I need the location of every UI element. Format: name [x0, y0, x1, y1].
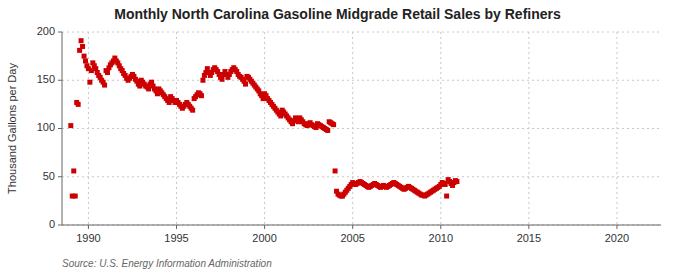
point — [105, 70, 110, 75]
x-grid-line — [440, 32, 441, 225]
x-tick-label: 2015 — [517, 232, 541, 244]
x-tick — [440, 225, 441, 229]
axes: 0 50 100 150 200 1990 1995 2000 2005 2010 2015 2020 — [37, 25, 661, 244]
y-grid-line — [62, 128, 661, 129]
x-axis-line — [62, 225, 661, 226]
x-grid-line — [528, 32, 529, 225]
x-tick-label: 2000 — [252, 232, 276, 244]
x-grid-line — [88, 32, 89, 225]
point — [79, 38, 84, 43]
point — [73, 194, 78, 199]
y-tick — [58, 80, 62, 81]
y-grid-line — [62, 176, 661, 177]
x-tick — [352, 225, 353, 229]
point — [199, 93, 204, 98]
x-tick — [176, 225, 177, 229]
x-tick-label: 2020 — [605, 232, 629, 244]
y-grid-line — [62, 32, 661, 33]
x-grid-line — [352, 32, 353, 225]
point — [220, 77, 225, 82]
y-tick-label: 200 — [37, 25, 55, 37]
y-tick-label: 0 — [49, 218, 55, 230]
point — [82, 54, 87, 59]
grid — [62, 32, 661, 225]
point — [68, 123, 73, 128]
x-grid-line — [176, 32, 177, 225]
x-tick — [528, 225, 529, 229]
point — [83, 58, 88, 63]
point — [333, 168, 338, 173]
x-tick-label: 1990 — [76, 232, 100, 244]
x-tick — [264, 225, 265, 229]
x-tick-label: 1995 — [164, 232, 188, 244]
y-tick-label: 100 — [37, 121, 55, 133]
point — [76, 102, 81, 107]
point — [325, 128, 330, 133]
point — [443, 182, 448, 187]
x-tick — [88, 225, 89, 229]
point — [243, 82, 248, 87]
point — [146, 86, 151, 91]
point — [331, 122, 336, 127]
points — [68, 38, 459, 198]
y-grid-line — [62, 225, 661, 226]
x-tick-label: 2010 — [429, 232, 453, 244]
y-axis-label: Thousand Gallons per Day — [6, 63, 18, 194]
point — [71, 168, 76, 173]
chart: 0 50 100 150 200 1990 1995 2000 2005 2010 2015 2020… — [0, 0, 675, 275]
y-tick — [58, 32, 62, 33]
title: Monthly North Carolina Gasoline Midgrade… — [114, 6, 561, 22]
point — [87, 80, 92, 85]
point — [89, 68, 94, 73]
y-tick-label: 150 — [37, 73, 55, 85]
point — [190, 108, 195, 113]
source: Source: U.S. Energy Information Administ… — [62, 258, 272, 269]
y-tick-label: 50 — [43, 170, 55, 182]
point — [444, 194, 449, 199]
x-tick-label: 2005 — [340, 232, 364, 244]
point — [454, 179, 459, 184]
point — [80, 44, 85, 49]
x-tick — [616, 225, 617, 229]
point — [200, 78, 205, 83]
x-grid-line — [616, 32, 617, 225]
y-tick — [58, 176, 62, 177]
x-grid-line — [264, 32, 265, 225]
y-tick — [58, 225, 62, 226]
y-tick — [58, 128, 62, 129]
point — [102, 83, 107, 88]
